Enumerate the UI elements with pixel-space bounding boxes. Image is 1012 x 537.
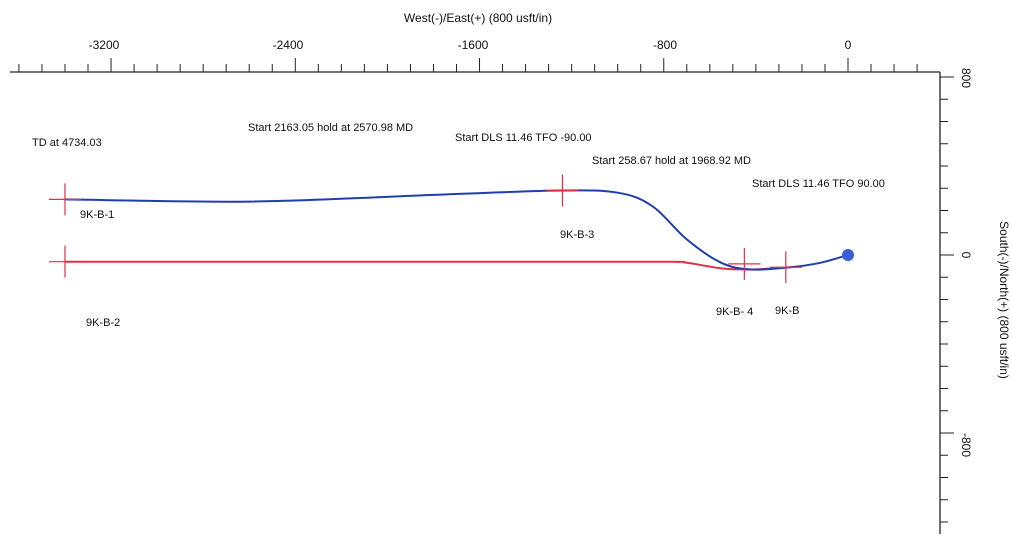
well-paths: [64, 189, 849, 271]
y-axis-title: South(-)/North(+) (800 usft/in): [997, 221, 1011, 379]
targets: [48, 174, 802, 284]
target-cross-3: [546, 174, 579, 207]
target-label-9k-b: 9K-B: [775, 305, 799, 317]
y-tick-label-1: 800: [959, 68, 973, 88]
red-well-path: [65, 260, 791, 271]
target-label-9k-b-3: 9K-B-3: [560, 229, 594, 241]
x-tick-label-2: -2400: [273, 38, 304, 52]
y-tick-label-3: -800: [959, 433, 973, 457]
top-axis: West(-)/East(+) (800 usft/in) -3200 -240…: [10, 11, 940, 73]
annotations: TD at 4734.03 Start 2163.05 hold at 2570…: [32, 122, 885, 190]
annotation-td: TD at 4734.03: [32, 137, 102, 149]
y-tick-label-2: 0: [959, 252, 973, 259]
x-tick-label-4: -800: [653, 38, 677, 52]
target-cross-1: [48, 183, 81, 216]
right-axis: 800 0 -800 South(-)/North(+) (800 usft/i…: [939, 68, 1011, 534]
target-cross-5: [769, 251, 802, 284]
right-axis-ticks: [940, 76, 954, 523]
annotation-hold-258: Start 258.67 hold at 1968.92 MD: [592, 155, 751, 167]
target-label-9k-b-1: 9K-B-1: [80, 209, 114, 221]
target-cross-2: [48, 245, 81, 278]
blue-well-path: [64, 189, 849, 271]
x-tick-label-5: 0: [845, 38, 852, 52]
annotation-dls-tfo-neg90: Start DLS 11.46 TFO -90.00: [455, 132, 592, 144]
target-label-9k-b-2: 9K-B-2: [86, 317, 120, 329]
x-tick-label-3: -1600: [458, 38, 489, 52]
x-tick-label-1: -3200: [89, 38, 120, 52]
x-axis-title: West(-)/East(+) (800 usft/in): [404, 11, 552, 25]
target-cross-4: [728, 247, 761, 280]
annotation-dls-tfo-90: Start DLS 11.46 TFO 90.00: [752, 178, 885, 190]
top-axis-ticks: [18, 58, 918, 72]
start-point-marker: [842, 249, 854, 261]
annotation-hold-2163: Start 2163.05 hold at 2570.98 MD: [248, 122, 413, 134]
target-label-9k-b-4: 9K-B- 4: [716, 306, 753, 318]
